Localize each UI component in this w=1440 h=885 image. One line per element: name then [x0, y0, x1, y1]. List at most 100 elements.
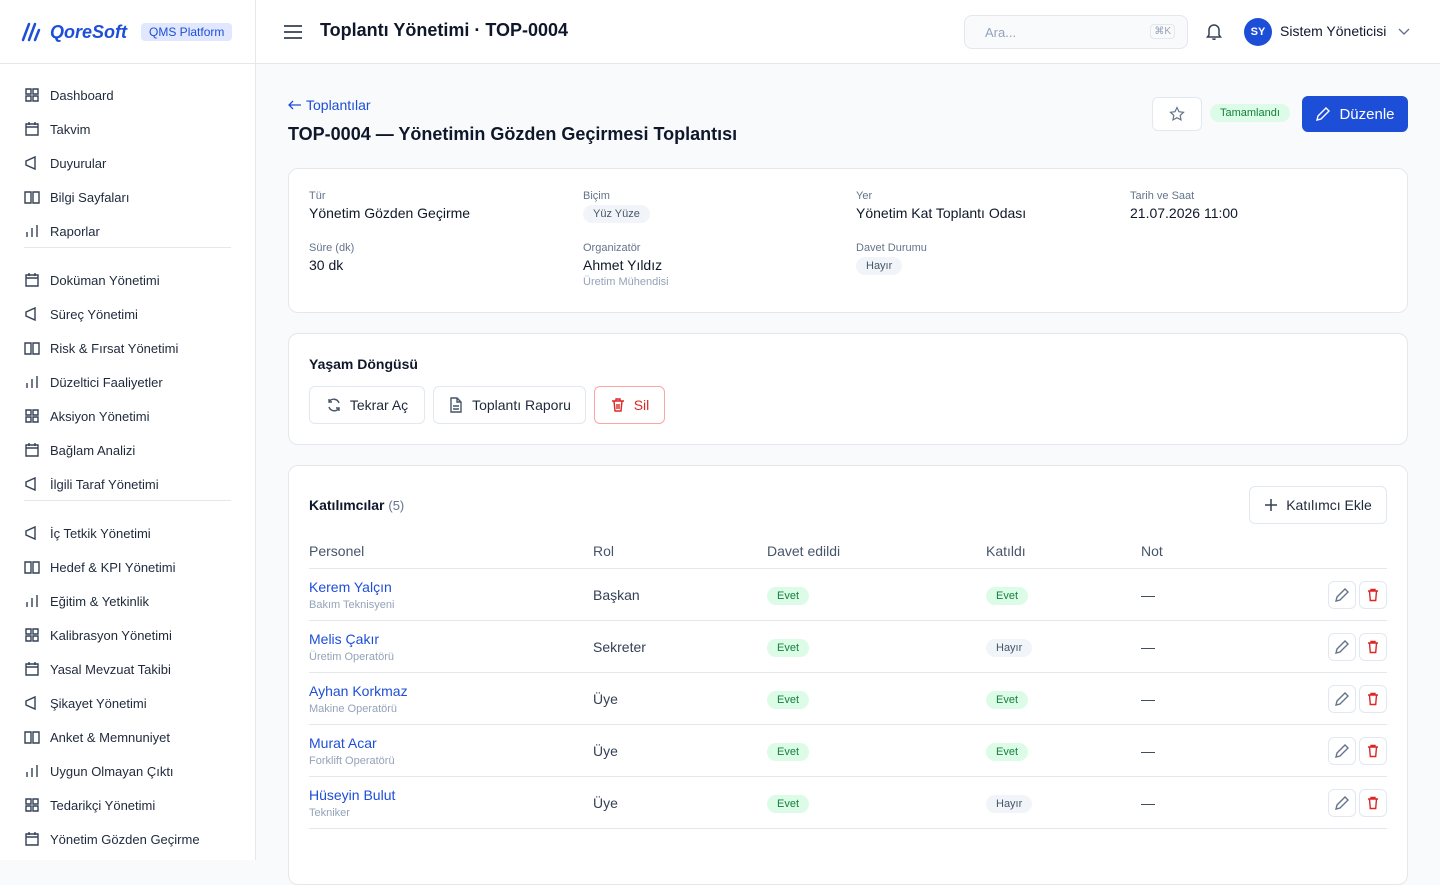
participant-name[interactable]: Murat Acar: [309, 735, 377, 751]
delete-row-button[interactable]: [1359, 737, 1387, 765]
nav-label: İlgili Taraf Yönetimi: [50, 476, 159, 492]
edit-row-button[interactable]: [1328, 633, 1356, 661]
nav-icon: [25, 122, 39, 136]
detail-value: Ahmet Yıldız: [583, 257, 663, 273]
bell-icon[interactable]: [1206, 22, 1222, 40]
detail-label: Tür: [309, 190, 326, 202]
nav-icon: [25, 306, 36, 322]
detail-sub: Üretim Mühendisi: [583, 276, 669, 288]
nav-icon: [26, 376, 38, 388]
nav-item[interactable]: Uygun Olmayan Çıktı: [24, 761, 174, 781]
column-header: Rol: [593, 543, 615, 559]
nav-item[interactable]: Tedarikçi Yönetimi: [24, 795, 155, 815]
lifecycle-button[interactable]: Tekrar Aç: [309, 386, 425, 424]
nav-icon: [25, 273, 39, 287]
detail-label: Tarih ve Saat: [1130, 190, 1195, 202]
attended-badge: Evet: [986, 587, 1029, 605]
nav-icon-path: [25, 88, 39, 102]
nav-label: Bilgi Sayfaları: [50, 189, 130, 205]
action-icon-path: [450, 397, 462, 413]
detail-item: Biçim Yüz Yüze: [583, 190, 650, 223]
menu-icon[interactable]: [284, 24, 302, 40]
divider: [0, 63, 255, 64]
nav-item[interactable]: Kalibrasyon Yönetimi: [24, 625, 172, 645]
nav-item[interactable]: Bağlam Analizi: [24, 440, 135, 460]
nav-separator: [24, 247, 231, 248]
action-icon: [328, 398, 340, 412]
participant-name[interactable]: Hüseyin Bulut: [309, 787, 396, 803]
nav-item[interactable]: Dashboard: [24, 85, 114, 105]
edit-row-button[interactable]: [1328, 685, 1356, 713]
nav-item[interactable]: Süreç Yönetimi: [24, 304, 138, 324]
attended-badge: Evet: [986, 691, 1029, 709]
nav-icon-path: [26, 376, 38, 388]
nav-label: Süreç Yönetimi: [50, 306, 138, 322]
nav-item[interactable]: Risk & Fırsat Yönetimi: [24, 338, 178, 358]
shortcut: ⌘K: [1150, 24, 1175, 39]
nav-icon: [25, 798, 39, 812]
add-participant-label: Katılımcı Ekle: [1286, 497, 1372, 513]
header: Toplantı Yönetimi · TOP-0004 Ara... ⌘K SY…: [256, 0, 1440, 64]
badge-cell: Hayır: [986, 638, 1033, 657]
delete-row-button[interactable]: [1359, 581, 1387, 609]
detail-item: Süre (dk) 30 dk: [309, 242, 354, 273]
trash-icon-path: [1368, 588, 1378, 602]
nav-item[interactable]: İlgili Taraf Yönetimi: [24, 474, 159, 494]
column-header: Katıldı: [986, 543, 1026, 559]
pencil-icon-path: [1335, 796, 1349, 810]
detail-value: Yönetim Kat Toplantı Odası: [856, 205, 1027, 221]
nav-item[interactable]: Bilgi Sayfaları: [24, 187, 129, 207]
nav-item[interactable]: Yönetim Gözden Geçirme: [24, 829, 200, 849]
edit-row-button[interactable]: [1328, 737, 1356, 765]
nav-item[interactable]: Doküman Yönetimi: [24, 270, 160, 290]
delete-row-button[interactable]: [1359, 685, 1387, 713]
plus-icon: [1265, 499, 1278, 511]
attended-badge: Hayır: [986, 639, 1033, 657]
nav-icon-path: [25, 695, 36, 711]
action-icon-path: [328, 398, 340, 412]
nav-item[interactable]: Düzeltici Faaliyetler: [24, 372, 163, 392]
back-text: Toplantılar: [306, 97, 371, 113]
edit-button[interactable]: Düzenle: [1302, 96, 1408, 132]
nav-item[interactable]: Eğitim & Yetkinlik: [24, 591, 149, 611]
delete-row-button[interactable]: [1359, 633, 1387, 661]
lifecycle-button[interactable]: Sil: [594, 386, 665, 424]
back-link[interactable]: Toplantılar: [288, 97, 371, 113]
edit-row-button[interactable]: [1328, 789, 1356, 817]
avatar[interactable]: SY: [1244, 18, 1272, 46]
nav-item[interactable]: Hedef & KPI Yönetimi: [24, 557, 176, 577]
participant-name[interactable]: Kerem Yalçın: [309, 579, 392, 595]
participants-card: Katılımcılar (5) Katılımcı Ekle Personel…: [288, 465, 1408, 885]
table-row: Hüseyin Bulut Tekniker Üye Evet Hayır —: [309, 777, 1387, 829]
badge-cell: Evet: [986, 690, 1029, 709]
nav-separator: [24, 500, 231, 501]
nav-icon: [25, 662, 39, 676]
nav-item[interactable]: Anket & Memnuniyet: [24, 727, 170, 747]
favorite-button[interactable]: [1152, 97, 1202, 131]
nav-item[interactable]: Şikayet Yönetimi: [24, 693, 147, 713]
badge-cell: Hayır: [986, 794, 1033, 813]
nav-item[interactable]: İç Tetkik Yönetimi: [24, 523, 151, 543]
nav-item[interactable]: Raporlar: [24, 221, 100, 241]
status-badge: Tamamlandı: [1210, 104, 1290, 122]
edit-row-button[interactable]: [1328, 581, 1356, 609]
nav-item[interactable]: Duyurular: [24, 153, 106, 173]
nav-icon: [25, 409, 39, 423]
column-header: Personel: [309, 543, 365, 559]
add-participant-button[interactable]: Katılımcı Ekle: [1249, 486, 1387, 524]
participant-name[interactable]: Melis Çakır: [309, 631, 380, 647]
search[interactable]: Ara... ⌘K: [964, 15, 1188, 49]
action-icon-path: [611, 398, 624, 412]
detail-tag: Yüz Yüze: [583, 205, 650, 223]
nav-icon-path: [25, 662, 39, 676]
participant-name[interactable]: Ayhan Korkmaz: [309, 683, 408, 699]
nav-label: Aksiyon Yönetimi: [50, 408, 150, 424]
lifecycle-button[interactable]: Toplantı Raporu: [433, 386, 586, 424]
nav-item[interactable]: Aksiyon Yönetimi: [24, 406, 149, 426]
nav-item[interactable]: Yasal Mevzuat Takibi: [24, 659, 171, 679]
brand[interactable]: QoreSoft QMS Platform: [20, 20, 233, 44]
delete-row-button[interactable]: [1359, 789, 1387, 817]
nav-item[interactable]: Takvim: [24, 119, 90, 139]
user-name[interactable]: Sistem Yöneticisi: [1280, 23, 1387, 39]
nav-label: Anket & Memnuniyet: [50, 729, 170, 745]
